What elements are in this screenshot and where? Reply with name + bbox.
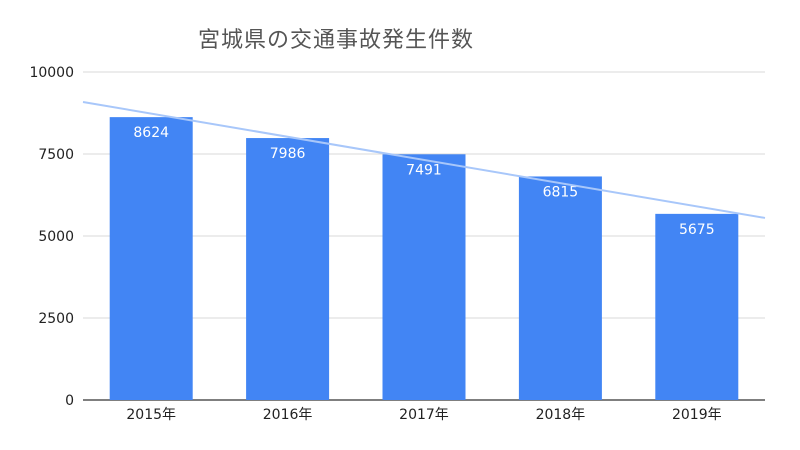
data-label: 6815 [543, 184, 579, 200]
y-tick-label: 5000 [38, 229, 74, 245]
x-tick-label: 2017年 [399, 407, 449, 423]
y-tick-label: 0 [65, 393, 74, 409]
x-tick-label: 2016年 [263, 407, 313, 423]
chart-title: 宮城県の交通事故発生件数 [198, 28, 475, 53]
y-tick-label: 2500 [38, 311, 74, 327]
data-label: 7491 [406, 162, 442, 178]
bar [518, 176, 602, 400]
trendline [82, 101, 766, 219]
x-tick-label: 2019年 [672, 407, 722, 423]
data-label: 5675 [679, 222, 715, 238]
data-label: 8624 [133, 125, 169, 141]
bar [109, 117, 193, 400]
bar [655, 213, 739, 400]
bar [246, 138, 330, 400]
y-tick-label: 7500 [38, 147, 74, 163]
y-tick-label: 10000 [29, 65, 74, 81]
x-tick-label: 2015年 [126, 407, 176, 423]
data-label: 7986 [270, 146, 306, 162]
x-tick-label: 2018年 [536, 407, 586, 423]
bar [382, 154, 466, 400]
